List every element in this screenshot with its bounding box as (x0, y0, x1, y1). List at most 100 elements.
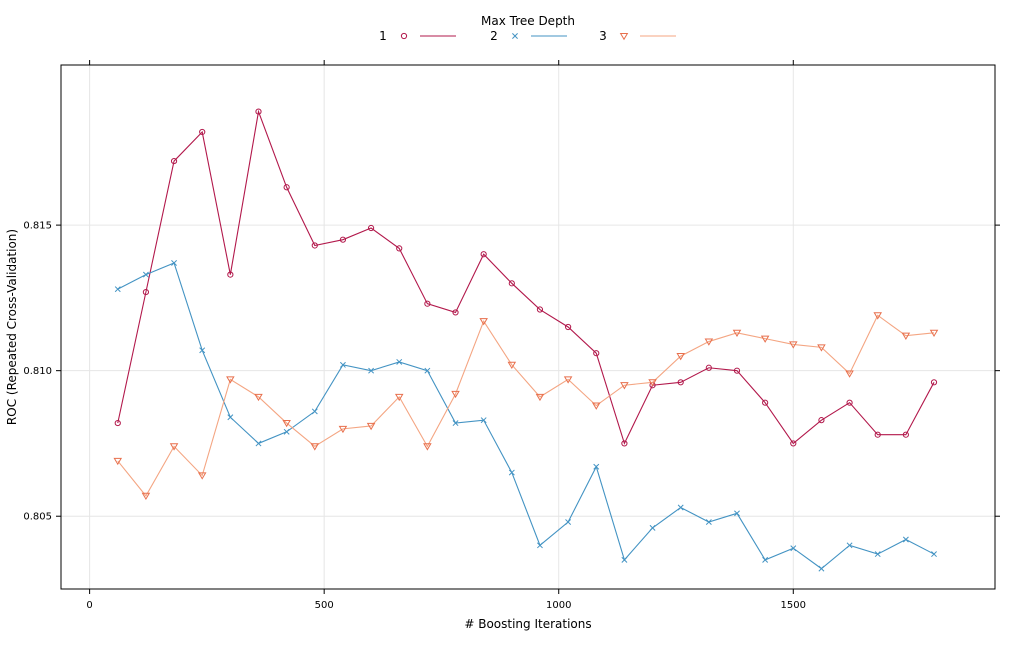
data-point (536, 306, 544, 313)
data-point (677, 379, 684, 386)
data-point (790, 440, 797, 447)
data-point (114, 286, 121, 293)
legend-item-1: 1 (379, 29, 456, 43)
data-point (113, 457, 123, 466)
plot-frame (60, 64, 996, 590)
data-point (226, 376, 235, 384)
data-point (255, 440, 262, 447)
data-point (339, 361, 346, 368)
data-point (593, 350, 600, 357)
data-point (901, 332, 911, 340)
data-point (733, 367, 741, 374)
tick-layer: 0 500 1000 1500 0.805 0.810 0.815 (23, 60, 1000, 611)
legend-label: 1 (379, 29, 387, 43)
data-point (902, 431, 909, 438)
data-point (537, 542, 543, 549)
x-axis-title: # Boosting Iterations (464, 617, 591, 631)
legend-item-2: 2 (490, 29, 567, 43)
data-point (845, 370, 854, 378)
data-point (762, 399, 769, 406)
data-point (452, 309, 459, 316)
data-point (705, 364, 712, 371)
x-tick-label: 500 (315, 600, 334, 611)
x-tick-label: 1000 (546, 600, 571, 611)
data-point (338, 425, 348, 434)
data-point (479, 318, 488, 326)
series-1 (114, 108, 938, 447)
data-point (227, 271, 234, 278)
data-point (142, 271, 149, 278)
data-point (396, 245, 403, 252)
data-point (902, 536, 909, 543)
data-point (367, 224, 375, 232)
data-point (424, 367, 431, 374)
data-point (873, 312, 882, 320)
data-point (760, 335, 770, 343)
data-point (480, 417, 487, 424)
data-point (400, 32, 408, 40)
data-point (199, 347, 206, 354)
data-point (283, 184, 290, 191)
data-point (846, 542, 853, 549)
data-point (565, 519, 572, 525)
series-2 (114, 260, 937, 572)
data-point (790, 545, 797, 552)
data-point (846, 399, 853, 406)
y-tick-label: 0.815 (23, 221, 52, 232)
data-point (874, 551, 881, 558)
data-point (339, 236, 347, 243)
series-3 (113, 312, 939, 501)
x-tick-label: 1500 (781, 600, 806, 611)
data-point (141, 492, 151, 501)
data-point (199, 128, 206, 136)
data-point (817, 344, 826, 352)
data-point (227, 414, 234, 421)
data-point (254, 393, 263, 402)
data-point (451, 390, 460, 399)
x-tick-label: 0 (86, 600, 92, 611)
series-line (117, 314, 935, 497)
legend-item-3: 3 (599, 29, 676, 43)
data-point (705, 519, 712, 525)
data-point (508, 280, 515, 287)
legend: Max Tree Depth 1 2 3 (379, 14, 676, 43)
data-point (366, 422, 376, 431)
data-point (452, 420, 459, 427)
data-point (311, 408, 318, 415)
series-layer (113, 108, 939, 572)
data-point (255, 108, 262, 115)
data-point (818, 417, 825, 424)
data-point (565, 323, 572, 331)
data-point (283, 428, 290, 435)
data-point (396, 358, 403, 365)
data-point (563, 376, 573, 384)
data-point (169, 443, 179, 451)
data-point (170, 157, 178, 165)
data-point (734, 510, 740, 517)
data-point (311, 242, 318, 249)
data-point (423, 443, 432, 451)
data-point (931, 551, 937, 558)
grid-layer (61, 65, 995, 589)
data-point (874, 431, 881, 438)
data-point (677, 504, 684, 511)
data-point (114, 419, 121, 427)
data-point (621, 556, 628, 563)
data-point (424, 300, 431, 307)
y-tick-label: 0.805 (23, 512, 52, 523)
data-point (282, 420, 291, 428)
data-point (762, 556, 769, 563)
series-line (117, 109, 935, 445)
legend-title: Max Tree Depth (481, 14, 575, 28)
data-point (621, 440, 628, 447)
data-point (732, 329, 742, 338)
data-point (535, 393, 545, 402)
data-point (171, 260, 178, 266)
data-point (818, 565, 825, 572)
data-point (512, 33, 518, 39)
data-point (368, 367, 375, 374)
data-point (591, 402, 601, 410)
legend-label: 2 (490, 29, 498, 43)
